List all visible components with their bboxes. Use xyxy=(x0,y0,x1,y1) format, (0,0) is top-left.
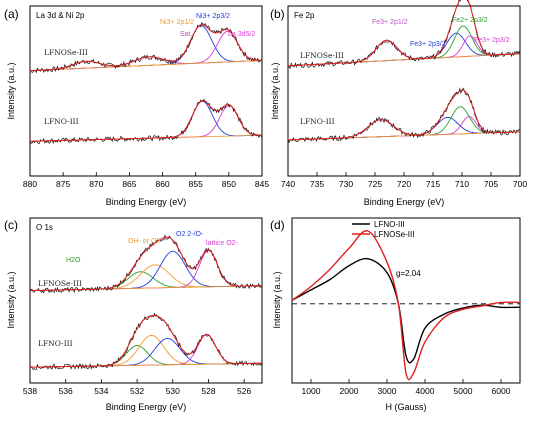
panel-d-series-0 xyxy=(291,257,521,364)
panel-b-s1-raw xyxy=(287,87,521,144)
panel-b-ann-fe2-2p32: Fe2+ 2p3/2 xyxy=(452,17,488,24)
panel-a-s0-envelope xyxy=(30,24,262,72)
panel-a-ann-la-3d: La 3d5/2 xyxy=(228,31,255,38)
panel-b: (b) Fe 2p Intensity (a.u.) Binding Energ… xyxy=(270,0,527,207)
panel-b-ticks: 740 735 730 725 720 715 710 705 700 xyxy=(281,172,527,189)
panel-d-label: (d) xyxy=(270,218,285,232)
panel-c-curves xyxy=(29,234,263,371)
panel-d-ticks: 1000 2000 3000 4000 5000 6000 xyxy=(302,379,511,396)
panel-a-s1-envelope xyxy=(30,99,263,142)
panel-d: (d) Intensity (a.u.) H (Gauss) 1000 2000 3… xyxy=(270,217,521,412)
panel-b-xtick-label-8: 700 xyxy=(513,179,527,189)
panel-c: (c) O 1s Intensity (a.u.) Binding Energy… xyxy=(4,217,263,412)
panel-a-xtick-label-0: 880 xyxy=(23,179,37,189)
panel-a-curves xyxy=(29,21,263,145)
panel-c-xtick-label-6: 526 xyxy=(237,386,251,396)
panel-a-xtick-label-2: 870 xyxy=(89,179,103,189)
panel-b-s1-envelope xyxy=(287,89,520,141)
panel-c-xtick-label-5: 528 xyxy=(201,386,215,396)
panel-c-frame xyxy=(29,217,263,384)
panel-a-xtick-label-5: 855 xyxy=(189,179,203,189)
panel-a-ann-ni-2p32: Ni3+ 2p3/2 xyxy=(196,13,230,20)
panel-a-label: (a) xyxy=(4,7,19,21)
panel-d-ylabel: Intensity (a.u.) xyxy=(272,271,282,328)
panel-a-series1-label: LFNOSe-III xyxy=(44,48,88,57)
panel-c-xtick-label-1: 536 xyxy=(59,386,73,396)
panel-c-s1-envelope xyxy=(29,315,262,368)
panel-b-label: (b) xyxy=(270,7,285,21)
panel-b-s0-envelope xyxy=(288,0,521,67)
panel-b-series2-label: LFNO-III xyxy=(300,117,335,126)
panel-d-series-1 xyxy=(291,230,521,381)
panel-c-title: O 1s xyxy=(36,223,53,232)
panel-c-ann-lattice: lattice O2- xyxy=(206,240,239,247)
panel-d-xtick-label-3: 4000 xyxy=(416,386,435,396)
panel-c-xtick-label-4: 530 xyxy=(166,386,180,396)
panel-b-xtick-label-6: 710 xyxy=(455,179,469,189)
panel-b-ann-fe3-2p32: Fe3+ 2p3/2 xyxy=(410,41,446,48)
panel-a-ann-ni-2p12: Ni3+ 2p1/2 xyxy=(160,19,194,26)
panel-c-xtick-label-2: 534 xyxy=(94,386,108,396)
legend-label-lfno: LFNO-III xyxy=(374,220,405,229)
panel-d-xtick-label-5: 6000 xyxy=(492,386,511,396)
panel-c-ann-oh: OH- or O2 xyxy=(128,238,160,245)
panel-d-curves xyxy=(291,230,521,381)
panel-a-xtick-label-1: 875 xyxy=(56,179,70,189)
panel-c-ann-o2: O2 2-/O- xyxy=(176,231,204,238)
panel-a-xtick-label-4: 860 xyxy=(155,179,169,189)
panel-b-xtick-label-7: 705 xyxy=(484,179,498,189)
panel-c-label: (c) xyxy=(4,218,18,232)
panel-a-title: La 3d & Ni 2p xyxy=(36,11,85,20)
panel-b-xtick-label-4: 720 xyxy=(397,179,411,189)
panel-c-ticks: 538 536 534 532 530 528 526 xyxy=(23,379,252,396)
panel-a-s0-background xyxy=(30,60,262,71)
panel-d-xtick-label-4: 5000 xyxy=(454,386,473,396)
panel-a-xtick-label-6: 850 xyxy=(222,179,236,189)
panel-c-xtick-label-3: 532 xyxy=(130,386,144,396)
panel-d-g-annotation: g=2.04 xyxy=(396,269,421,278)
panel-b-ann-fe3-2p32-sat: Fe3+ 2p3/2 xyxy=(474,37,510,44)
panel-b-xtick-label-5: 715 xyxy=(426,179,440,189)
panel-b-ylabel: Intensity (a.u.) xyxy=(270,62,280,119)
panel-c-ylabel: Intensity (a.u.) xyxy=(6,271,16,328)
panel-b-curves xyxy=(287,0,521,144)
panel-a-xlabel: Binding Energy (eV) xyxy=(106,197,187,207)
panel-b-xlabel: Binding Energy (eV) xyxy=(364,197,445,207)
panel-c-series2-label: LFNO-III xyxy=(38,339,73,348)
panel-a-ticks: 880 875 870 865 860 855 850 845 xyxy=(23,172,269,189)
panel-b-title: Fe 2p xyxy=(294,11,315,20)
legend-label-lfnose: LFNOSe-III xyxy=(374,230,414,239)
panel-c-series1-label: LFNOSe-III xyxy=(38,279,82,288)
panel-b-ann-fe3-2p12: Fe3+ 2p1/2 xyxy=(372,19,408,26)
panel-d-xtick-label-1: 2000 xyxy=(340,386,359,396)
panel-d-xtick-label-2: 3000 xyxy=(378,386,397,396)
panel-d-xtick-label-0: 1000 xyxy=(302,386,321,396)
panel-a-xtick-label-7: 845 xyxy=(255,179,269,189)
panel-b-frame xyxy=(287,5,521,177)
panel-b-xtick-label-1: 735 xyxy=(310,179,324,189)
panel-b-xtick-label-2: 730 xyxy=(339,179,353,189)
panel-a-series2-label: LFNO-III xyxy=(44,117,79,126)
panel-a-frame xyxy=(29,5,263,177)
panel-c-xlabel: Binding Energy (eV) xyxy=(106,402,187,412)
panel-b-xtick-label-3: 725 xyxy=(368,179,382,189)
panel-a-ylabel: Intensity (a.u.) xyxy=(6,62,16,119)
panel-a-ann-sat: Sat. xyxy=(180,31,193,38)
panel-b-xtick-label-0: 740 xyxy=(281,179,295,189)
panel-b-series1-label: LFNOSe-III xyxy=(300,51,344,60)
panel-a-xtick-label-3: 865 xyxy=(122,179,136,189)
panel-d-xlabel: H (Gauss) xyxy=(385,402,426,412)
panel-c-ann-h2o: H2O xyxy=(66,257,81,264)
panel-c-s0-envelope xyxy=(30,236,263,292)
panel-d-frame xyxy=(291,217,521,384)
panel-c-xtick-label-0: 538 xyxy=(23,386,37,396)
panel-a-s1-raw xyxy=(29,98,263,145)
panel-a: (a) La 3d & Ni 2p Intensity (a.u.) Bindi… xyxy=(4,5,269,207)
